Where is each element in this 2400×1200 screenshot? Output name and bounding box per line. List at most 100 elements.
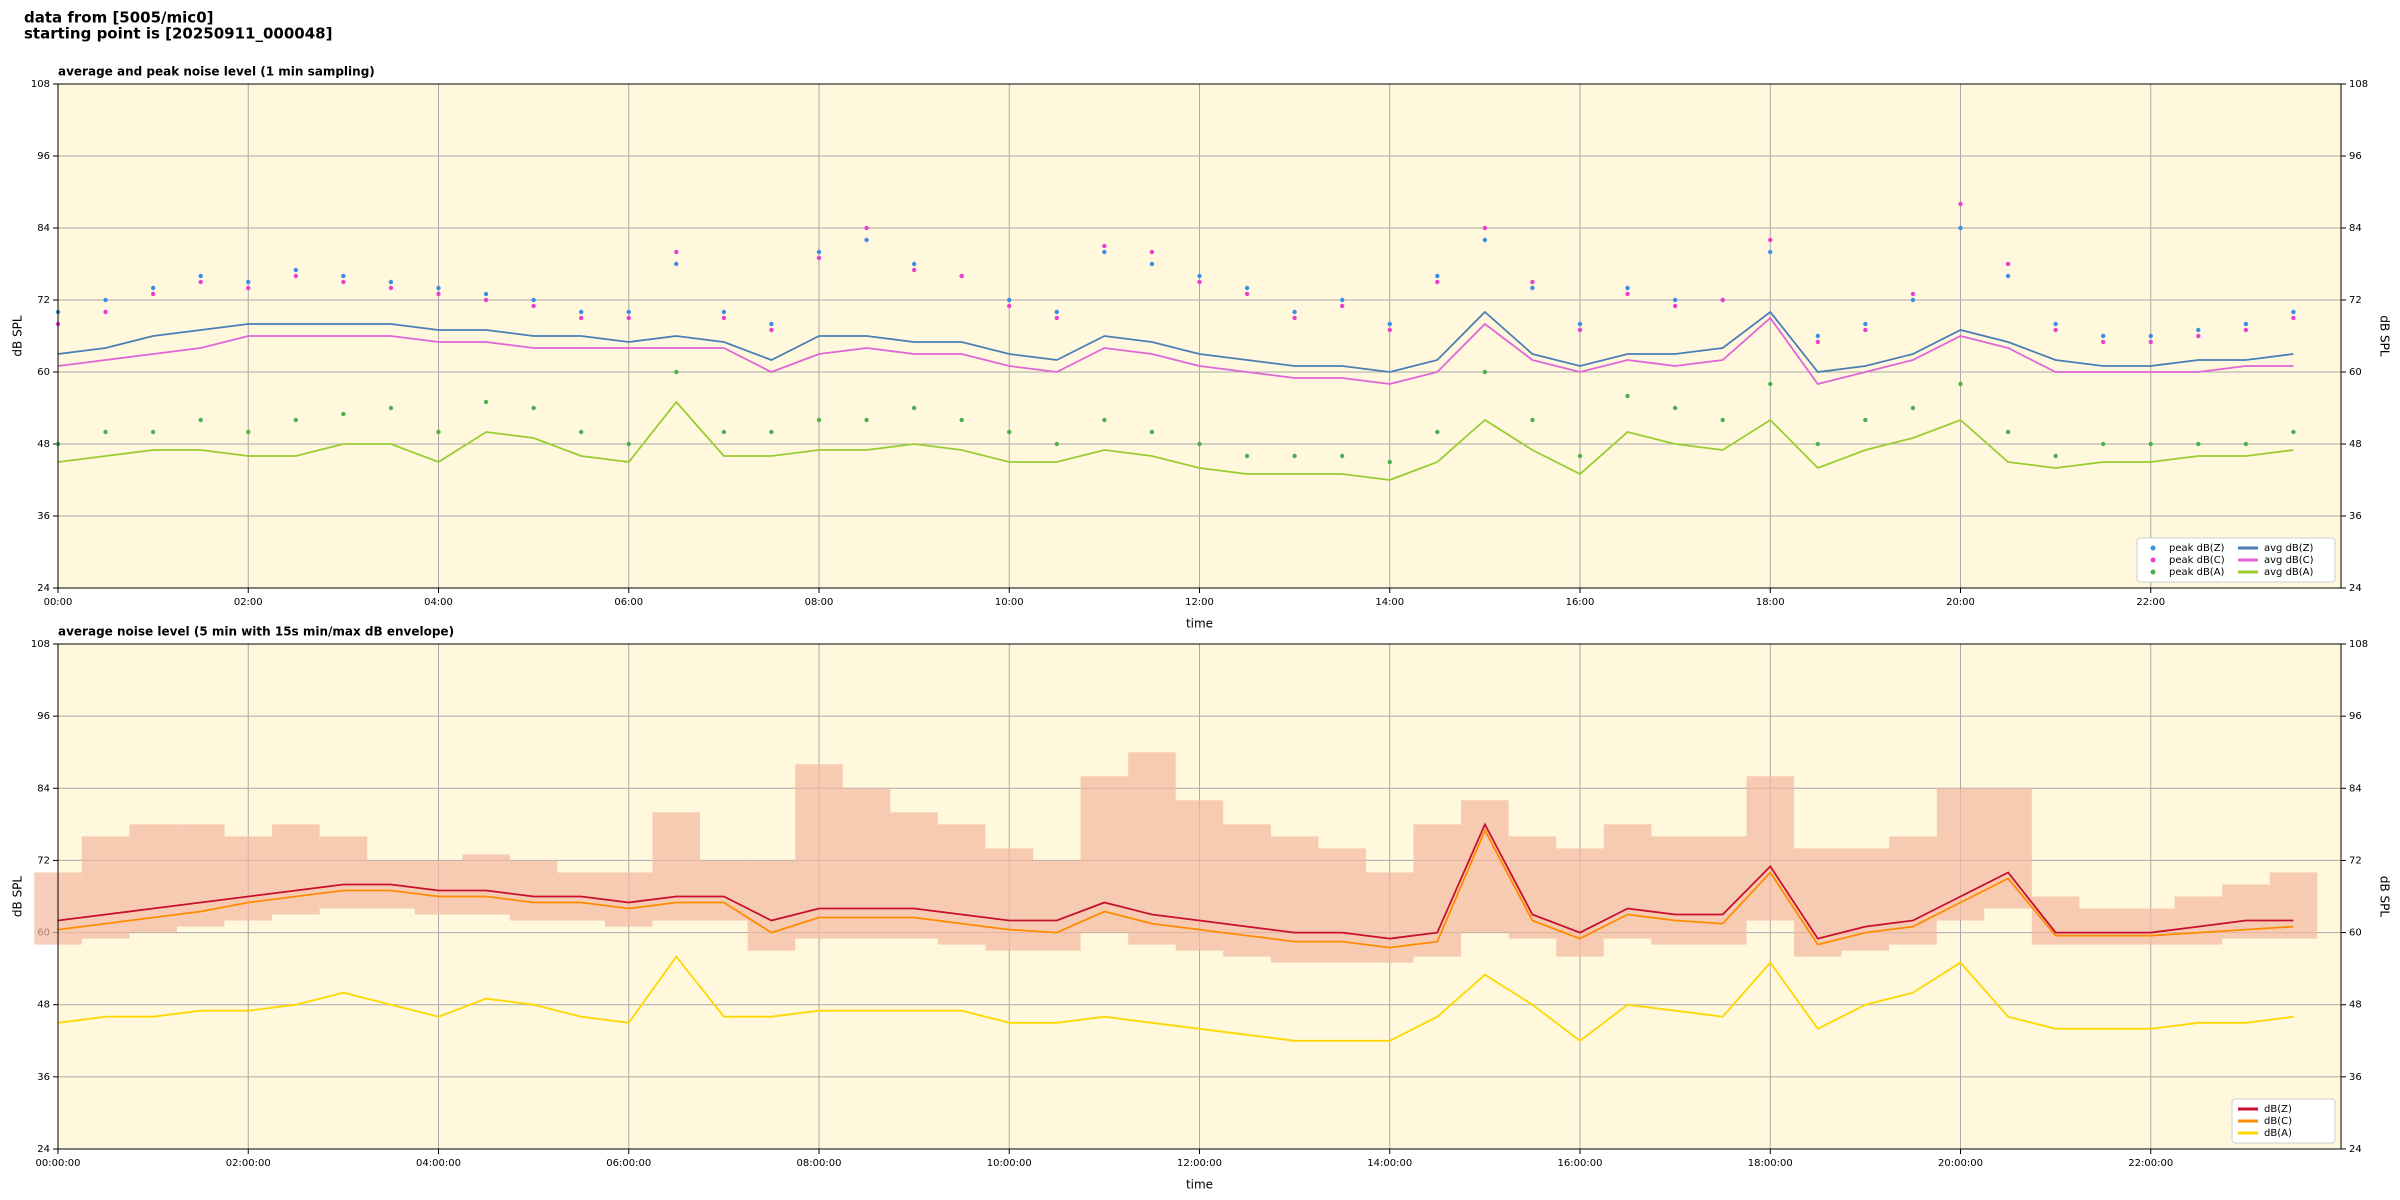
y2-tick-label: 108 <box>2349 79 2368 90</box>
peak-point <box>1007 303 1012 309</box>
peak-point <box>388 279 394 285</box>
peak-point <box>1910 297 1916 303</box>
peak-point <box>293 267 299 273</box>
x-tick-label: 14:00 <box>1375 597 1404 608</box>
peak-point <box>864 237 869 243</box>
peak-point <box>2053 327 2058 333</box>
peak-point <box>1197 279 1202 285</box>
x-tick-label: 04:00 <box>424 597 453 608</box>
peak-point <box>1339 303 1345 309</box>
y-axis-label: dB SPL <box>11 315 25 357</box>
peak-point <box>388 285 394 291</box>
envelope-band <box>1461 800 1509 933</box>
peak-point <box>1815 333 1821 339</box>
x-tick-label: 06:00 <box>614 597 643 608</box>
y-tick-label: 72 <box>37 855 50 866</box>
series-line <box>57 310 2294 373</box>
legend-label: avg dB(Z) <box>2264 543 2314 554</box>
legend-swatch <box>2150 557 2156 563</box>
y2-tick-label: 48 <box>2349 439 2362 450</box>
x-tick-label: 12:00:00 <box>1177 1158 1222 1169</box>
peak-point <box>2196 441 2201 447</box>
peak-point <box>198 279 203 285</box>
envelope-band <box>1841 848 1890 951</box>
envelope-band <box>1223 824 1271 957</box>
peak-point <box>1958 381 1963 387</box>
y-tick-label: 48 <box>37 1000 50 1011</box>
peak-point <box>198 417 203 423</box>
series-line <box>57 955 2294 1042</box>
envelope-band <box>1318 848 1366 963</box>
peak-point <box>341 279 346 285</box>
y2-tick-label: 96 <box>2349 711 2362 722</box>
legend-swatch <box>2150 545 2156 551</box>
peak-point <box>816 417 822 423</box>
envelope-band <box>1508 836 1557 939</box>
peak-point <box>2005 273 2011 279</box>
envelope-band <box>509 860 558 921</box>
y-tick-label: 24 <box>37 1144 50 1155</box>
peak-point <box>1244 285 1250 291</box>
series-line <box>57 400 2294 481</box>
envelope-band <box>1128 752 1176 945</box>
peak-point <box>388 405 394 411</box>
envelope-band <box>2079 908 2127 945</box>
peak-point <box>2100 333 2106 339</box>
peak-point <box>198 273 203 279</box>
peak-point <box>2053 321 2058 327</box>
peak-point <box>1387 459 1392 465</box>
legend-label: dB(Z) <box>2264 1104 2292 1115</box>
peak-point <box>1007 429 1012 435</box>
legend-label: peak dB(Z) <box>2169 543 2225 554</box>
envelope-band <box>224 836 273 921</box>
peak-point <box>436 285 441 291</box>
x-tick-label: 12:00 <box>1185 597 1214 608</box>
y-tick-label: 36 <box>37 511 50 522</box>
y-tick-label: 108 <box>31 639 50 650</box>
x-tick-label: 18:00:00 <box>1748 1158 1793 1169</box>
envelope-band <box>747 860 796 951</box>
envelope-band <box>462 854 510 915</box>
peak-point <box>293 273 299 279</box>
peak-point <box>1054 309 1060 315</box>
peak-point <box>2148 333 2153 339</box>
header-start: starting point is [20250911_000048] <box>24 25 332 43</box>
peak-point <box>2291 309 2296 315</box>
y-axis-label: dB SPL <box>11 876 25 918</box>
peak-point <box>1435 279 1440 285</box>
peak-point <box>769 321 774 327</box>
x-tick-label: 08:00:00 <box>797 1158 842 1169</box>
x-tick-label: 20:00 <box>1946 597 1975 608</box>
peak-point <box>2053 453 2058 459</box>
peak-point <box>1815 339 1821 345</box>
envelope-band <box>1033 860 1081 951</box>
peak-point <box>2196 333 2201 339</box>
y2-tick-label: 108 <box>2349 639 2368 650</box>
peak-point <box>2100 441 2106 447</box>
peak-point <box>578 429 584 435</box>
x-tick-label: 14:00:00 <box>1367 1158 1412 1169</box>
peak-point <box>578 315 584 321</box>
peak-point <box>1292 309 1297 315</box>
x-tick-label: 16:00:00 <box>1558 1158 1603 1169</box>
peak-point <box>626 315 631 321</box>
peak-point <box>1672 303 1678 309</box>
peak-point <box>1482 369 1488 375</box>
peak-point <box>674 249 679 255</box>
y-tick-label: 48 <box>37 439 50 450</box>
y2-tick-label: 72 <box>2349 295 2362 306</box>
peak-point <box>816 255 822 261</box>
peak-point <box>1054 441 1060 447</box>
x-tick-label: 00:00:00 <box>36 1158 81 1169</box>
y2-axis-label: dB SPL <box>2378 315 2392 357</box>
envelope-band <box>1603 824 1652 939</box>
peak-point <box>103 297 108 303</box>
y-tick-label: 24 <box>37 583 50 594</box>
peak-point <box>436 291 441 297</box>
y2-tick-label: 84 <box>2349 223 2362 234</box>
y-tick-label: 84 <box>37 223 50 234</box>
peak-point <box>816 249 822 255</box>
x-tick-label: 00:00 <box>44 597 73 608</box>
